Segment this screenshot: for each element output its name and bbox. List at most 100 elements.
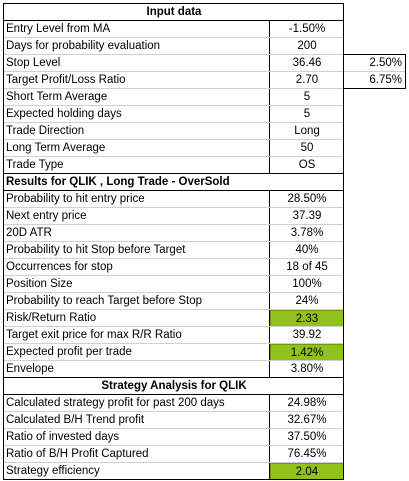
result-value[interactable]: 28.50%: [287, 193, 327, 205]
row-separator: [4, 139, 343, 140]
result-value[interactable]: 37.39: [292, 210, 322, 222]
input-value[interactable]: -1.50%: [288, 23, 326, 35]
strategy-value[interactable]: 24.98%: [287, 397, 327, 409]
row-separator: [4, 326, 343, 327]
target-ratio-percent[interactable]: 6.75%: [369, 74, 402, 86]
strategy-label: Ratio of invested days: [6, 431, 120, 443]
input-value[interactable]: OS: [298, 159, 316, 171]
input-value[interactable]: Long: [294, 125, 320, 137]
input-row-days[interactable]: Days for probability evaluation 200: [0, 38, 409, 55]
result-label: Expected profit per trade: [6, 346, 132, 358]
row-separator: [4, 360, 343, 361]
result-row-risk-return[interactable]: Risk/Return Ratio 2.33: [0, 310, 409, 327]
input-value[interactable]: 5: [303, 108, 311, 120]
input-value[interactable]: 50: [300, 142, 314, 154]
input-row-trade-type[interactable]: Trade Type OS: [0, 157, 409, 174]
result-row-expected-profit[interactable]: Expected profit per trade 1.42%: [0, 344, 409, 361]
input-data-header: Input data: [146, 6, 202, 18]
row-separator: [4, 258, 343, 259]
result-label: Position Size: [6, 278, 73, 290]
row-separator: [4, 156, 343, 157]
input-data-header-row: Input data: [0, 4, 409, 21]
grid-border-right: [343, 3, 344, 480]
result-row[interactable]: Probability to hit Stop before Target 40…: [0, 242, 409, 259]
result-label: Probability to hit entry price: [6, 193, 145, 205]
result-row[interactable]: Envelope 3.80%: [0, 361, 409, 378]
row-separator: [4, 428, 343, 429]
row-separator: [4, 275, 343, 276]
result-row[interactable]: Probability to reach Target before Stop …: [0, 293, 409, 310]
row-separator: [4, 292, 343, 293]
grid-border-left: [3, 3, 4, 480]
result-row[interactable]: Probability to hit entry price 28.50%: [0, 191, 409, 208]
results-header-row: Results for QLIK , Long Trade - OverSold: [0, 174, 409, 191]
row-separator: [4, 445, 343, 446]
input-label: Entry Level from MA: [6, 23, 111, 35]
input-label: Long Term Average: [6, 142, 106, 154]
result-value[interactable]: 18 of 45: [286, 261, 328, 273]
input-label: Stop Level: [6, 57, 61, 69]
row-separator: [4, 224, 343, 225]
input-label: Expected holding days: [6, 108, 122, 120]
result-row[interactable]: Occurrences for stop 18 of 45: [0, 259, 409, 276]
risk-return-value[interactable]: 2.33: [270, 310, 344, 327]
strategy-row-efficiency[interactable]: Strategy efficiency 2.04: [0, 463, 409, 480]
strategy-label: Calculated B/H Trend profit: [6, 414, 145, 426]
result-value[interactable]: 3.80%: [290, 363, 324, 375]
strategy-header: Strategy Analysis for QLIK: [101, 380, 247, 392]
strategy-row[interactable]: Calculated strategy profit for past 200 …: [0, 395, 409, 412]
input-value[interactable]: 36.46: [292, 57, 322, 69]
input-row-holding-days[interactable]: Expected holding days 5: [0, 106, 409, 123]
result-value[interactable]: 3.78%: [290, 227, 324, 239]
row-separator: [4, 343, 343, 344]
row-separator: [4, 105, 343, 106]
strategy-value[interactable]: 37.50%: [287, 431, 327, 443]
grid-column-divider-results: [269, 191, 270, 378]
input-value[interactable]: 2.70: [295, 74, 319, 86]
strategy-row[interactable]: Ratio of invested days 37.50%: [0, 429, 409, 446]
input-label: Target Profit/Loss Ratio: [6, 74, 126, 86]
extra-cell-border-right: [405, 54, 406, 89]
row-separator: [4, 207, 343, 208]
strategy-value[interactable]: 76.45%: [287, 448, 327, 460]
grid-line: [3, 394, 344, 395]
stop-level-percent[interactable]: 2.50%: [369, 57, 402, 69]
row-separator: [4, 411, 343, 412]
extra-cell-border-bottom: [344, 88, 406, 89]
strategy-label: Strategy efficiency: [6, 465, 100, 477]
input-value[interactable]: 5: [303, 91, 311, 103]
strategy-value[interactable]: 32.67%: [287, 414, 327, 426]
extra-cell-border-top: [344, 54, 406, 55]
strategy-efficiency-value[interactable]: 2.04: [270, 463, 344, 480]
grid-border-bottom: [3, 479, 344, 480]
input-row-target-ratio[interactable]: Target Profit/Loss Ratio 2.70 6.75%: [0, 72, 409, 89]
result-row[interactable]: Position Size 100%: [0, 276, 409, 293]
input-row-entry-level[interactable]: Entry Level from MA -1.50%: [0, 21, 409, 38]
result-row[interactable]: 20D ATR 3.78%: [0, 225, 409, 242]
result-row[interactable]: Next entry price 37.39: [0, 208, 409, 225]
result-value[interactable]: 40%: [295, 244, 319, 256]
input-row-short-term-average[interactable]: Short Term Average 5: [0, 89, 409, 106]
result-value[interactable]: 24%: [295, 295, 319, 307]
result-value[interactable]: 39.92: [292, 329, 322, 341]
row-separator: [4, 37, 343, 38]
input-row-trade-direction[interactable]: Trade Direction Long: [0, 123, 409, 140]
row-separator: [4, 241, 343, 242]
input-row-stop-level[interactable]: Stop Level 36.46 2.50%: [0, 55, 409, 72]
input-label: Trade Type: [6, 159, 64, 171]
strategy-row[interactable]: Ratio of B/H Profit Captured 76.45%: [0, 446, 409, 463]
strategy-row[interactable]: Calculated B/H Trend profit 32.67%: [0, 412, 409, 429]
extra-cell-separator: [344, 71, 405, 72]
grid-line: [3, 190, 344, 191]
result-row[interactable]: Target exit price for max R/R Ratio 39.9…: [0, 327, 409, 344]
row-separator: [4, 462, 343, 463]
result-label: Occurrences for stop: [6, 261, 113, 273]
result-label: Probability to reach Target before Stop: [6, 295, 203, 307]
input-value[interactable]: 200: [297, 40, 317, 52]
input-row-long-term-average[interactable]: Long Term Average 50: [0, 140, 409, 157]
result-label: Envelope: [6, 363, 54, 375]
result-value[interactable]: 100%: [292, 278, 322, 290]
grid-line: [3, 20, 344, 21]
expected-profit-value[interactable]: 1.42%: [270, 344, 344, 361]
